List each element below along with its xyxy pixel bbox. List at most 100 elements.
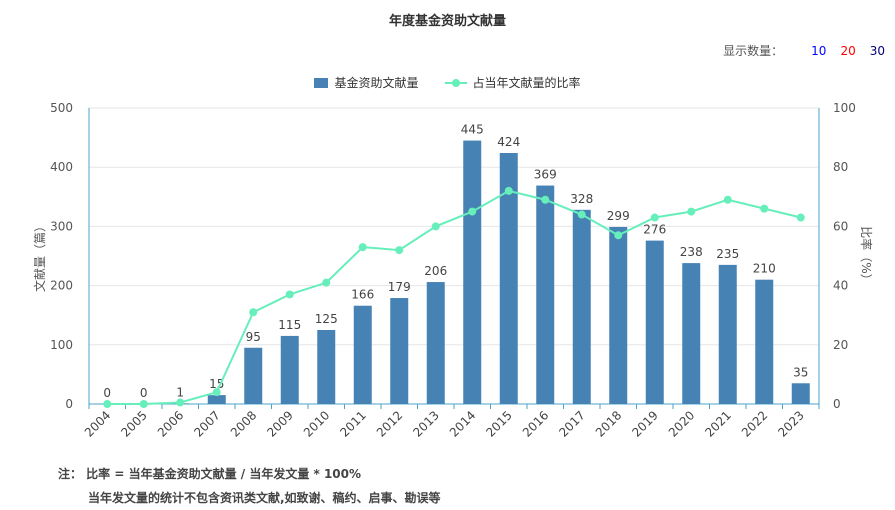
legend-line-label: 占当年文献量的比率 (472, 76, 581, 90)
ratio-point (796, 213, 805, 222)
y-axis-title: 文献量（篇） (32, 220, 47, 292)
ratio-point (249, 308, 258, 317)
bar (207, 395, 226, 404)
bar-value-label: 210 (753, 262, 776, 276)
y-tick-label: 300 (50, 219, 73, 233)
y2-tick-label: 20 (833, 338, 848, 352)
y2-tick-label: 100 (833, 101, 856, 115)
ratio-point (103, 400, 112, 408)
bar-value-label: 0 (140, 386, 148, 400)
bar (280, 335, 299, 404)
ratio-point (322, 278, 331, 287)
bar-value-label: 206 (424, 264, 447, 278)
bar-value-label: 179 (388, 280, 411, 294)
count-option-20[interactable]: 20 (840, 43, 856, 58)
legend-item-bar[interactable]: 基金资助文献量 (314, 74, 419, 91)
x-tick-label: 2005 (118, 408, 149, 439)
bar-value-label: 424 (497, 135, 520, 149)
bar (572, 209, 591, 404)
y2-tick-label: 80 (833, 160, 848, 174)
y2-tick-label: 60 (833, 219, 848, 233)
bar-value-label: 115 (278, 318, 301, 332)
count-option-30[interactable]: 30 (869, 43, 885, 58)
x-tick-label: 2008 (228, 408, 259, 439)
bar-value-label: 15 (209, 377, 224, 391)
bar (645, 240, 664, 404)
x-tick-label: 2019 (629, 408, 660, 439)
ratio-line (107, 189, 801, 405)
ratio-point (650, 213, 659, 222)
x-tick-label: 2021 (702, 408, 733, 439)
ratio-point (285, 290, 294, 299)
bar (499, 152, 518, 404)
bar (353, 305, 372, 404)
ratio-point (577, 210, 586, 219)
x-tick-label: 2010 (301, 408, 332, 439)
x-tick-label: 2015 (483, 408, 514, 439)
bar-value-label: 95 (246, 330, 261, 344)
bar (791, 383, 810, 404)
bar (317, 330, 336, 404)
ratio-point (541, 195, 550, 204)
ratio-point (212, 388, 221, 397)
bar-value-label: 445 (461, 123, 484, 137)
ratio-point (358, 243, 367, 252)
ratio-point (760, 204, 769, 213)
legend-line-swatch (444, 78, 467, 88)
bar (755, 279, 774, 404)
bar (426, 282, 445, 404)
bar (390, 298, 409, 404)
x-tick-label: 2012 (374, 408, 405, 439)
bar-value-label: 125 (315, 312, 338, 326)
x-tick-label: 2017 (556, 408, 587, 439)
ratio-point (468, 207, 477, 216)
x-tick-label: 2007 (191, 408, 222, 439)
x-tick-label: 2023 (775, 408, 806, 439)
ratio-point (687, 207, 696, 216)
display-count-label: 显示数量： (723, 44, 784, 58)
y-tick-label: 100 (50, 338, 73, 352)
bar-value-label: 369 (534, 168, 557, 182)
y-tick-label: 400 (50, 160, 73, 174)
bar-value-label: 328 (570, 192, 593, 206)
y-tick-label: 0 (65, 397, 73, 411)
bar (244, 347, 263, 404)
note-line-2: 当年发文量的统计不包含资讯类文献,如致谢、稿约、启事、勘误等 (88, 491, 441, 505)
x-tick-label: 2016 (520, 408, 551, 439)
ratio-point (431, 222, 440, 231)
x-tick-label: 2014 (447, 408, 478, 439)
x-tick-label: 2013 (410, 408, 441, 439)
x-tick-label: 2011 (337, 408, 368, 439)
legend-bar-swatch (314, 77, 329, 88)
bar-value-label: 299 (607, 209, 630, 223)
y-tick-label: 500 (50, 101, 73, 115)
x-tick-label: 2009 (264, 408, 295, 439)
x-tick-label: 2004 (82, 408, 113, 439)
display-count-selector: 显示数量： 10 20 30 (723, 42, 885, 59)
y2-tick-label: 40 (833, 279, 848, 293)
bar-value-label: 1 (176, 385, 184, 399)
ratio-point (723, 195, 732, 204)
ratio-point (395, 246, 404, 255)
bar-value-label: 0 (103, 386, 111, 400)
bar-value-label: 166 (351, 288, 374, 302)
x-tick-label: 2018 (593, 408, 624, 439)
bar-value-label: 235 (716, 247, 739, 261)
chart-notes: 注： 比率 = 当年基金资助文献量 / 当年发文量 * 100% 当年发文量的统… (58, 462, 441, 510)
bar (682, 263, 701, 404)
chart-legend: 基金资助文献量 占当年文献量的比率 (0, 74, 895, 91)
count-option-10[interactable]: 10 (811, 43, 827, 58)
ratio-point (139, 400, 148, 408)
bar (463, 140, 482, 404)
bar (536, 185, 555, 404)
note-line-1: 注： 比率 = 当年基金资助文献量 / 当年发文量 * 100% (58, 467, 362, 481)
x-tick-label: 2006 (155, 408, 186, 439)
bar (609, 226, 628, 404)
bar-value-label: 276 (643, 223, 666, 237)
legend-item-line[interactable]: 占当年文献量的比率 (444, 74, 581, 91)
x-tick-label: 2020 (666, 408, 697, 439)
legend-bar-label: 基金资助文献量 (334, 76, 419, 90)
x-tick-label: 2022 (739, 408, 770, 439)
bar (718, 264, 737, 404)
